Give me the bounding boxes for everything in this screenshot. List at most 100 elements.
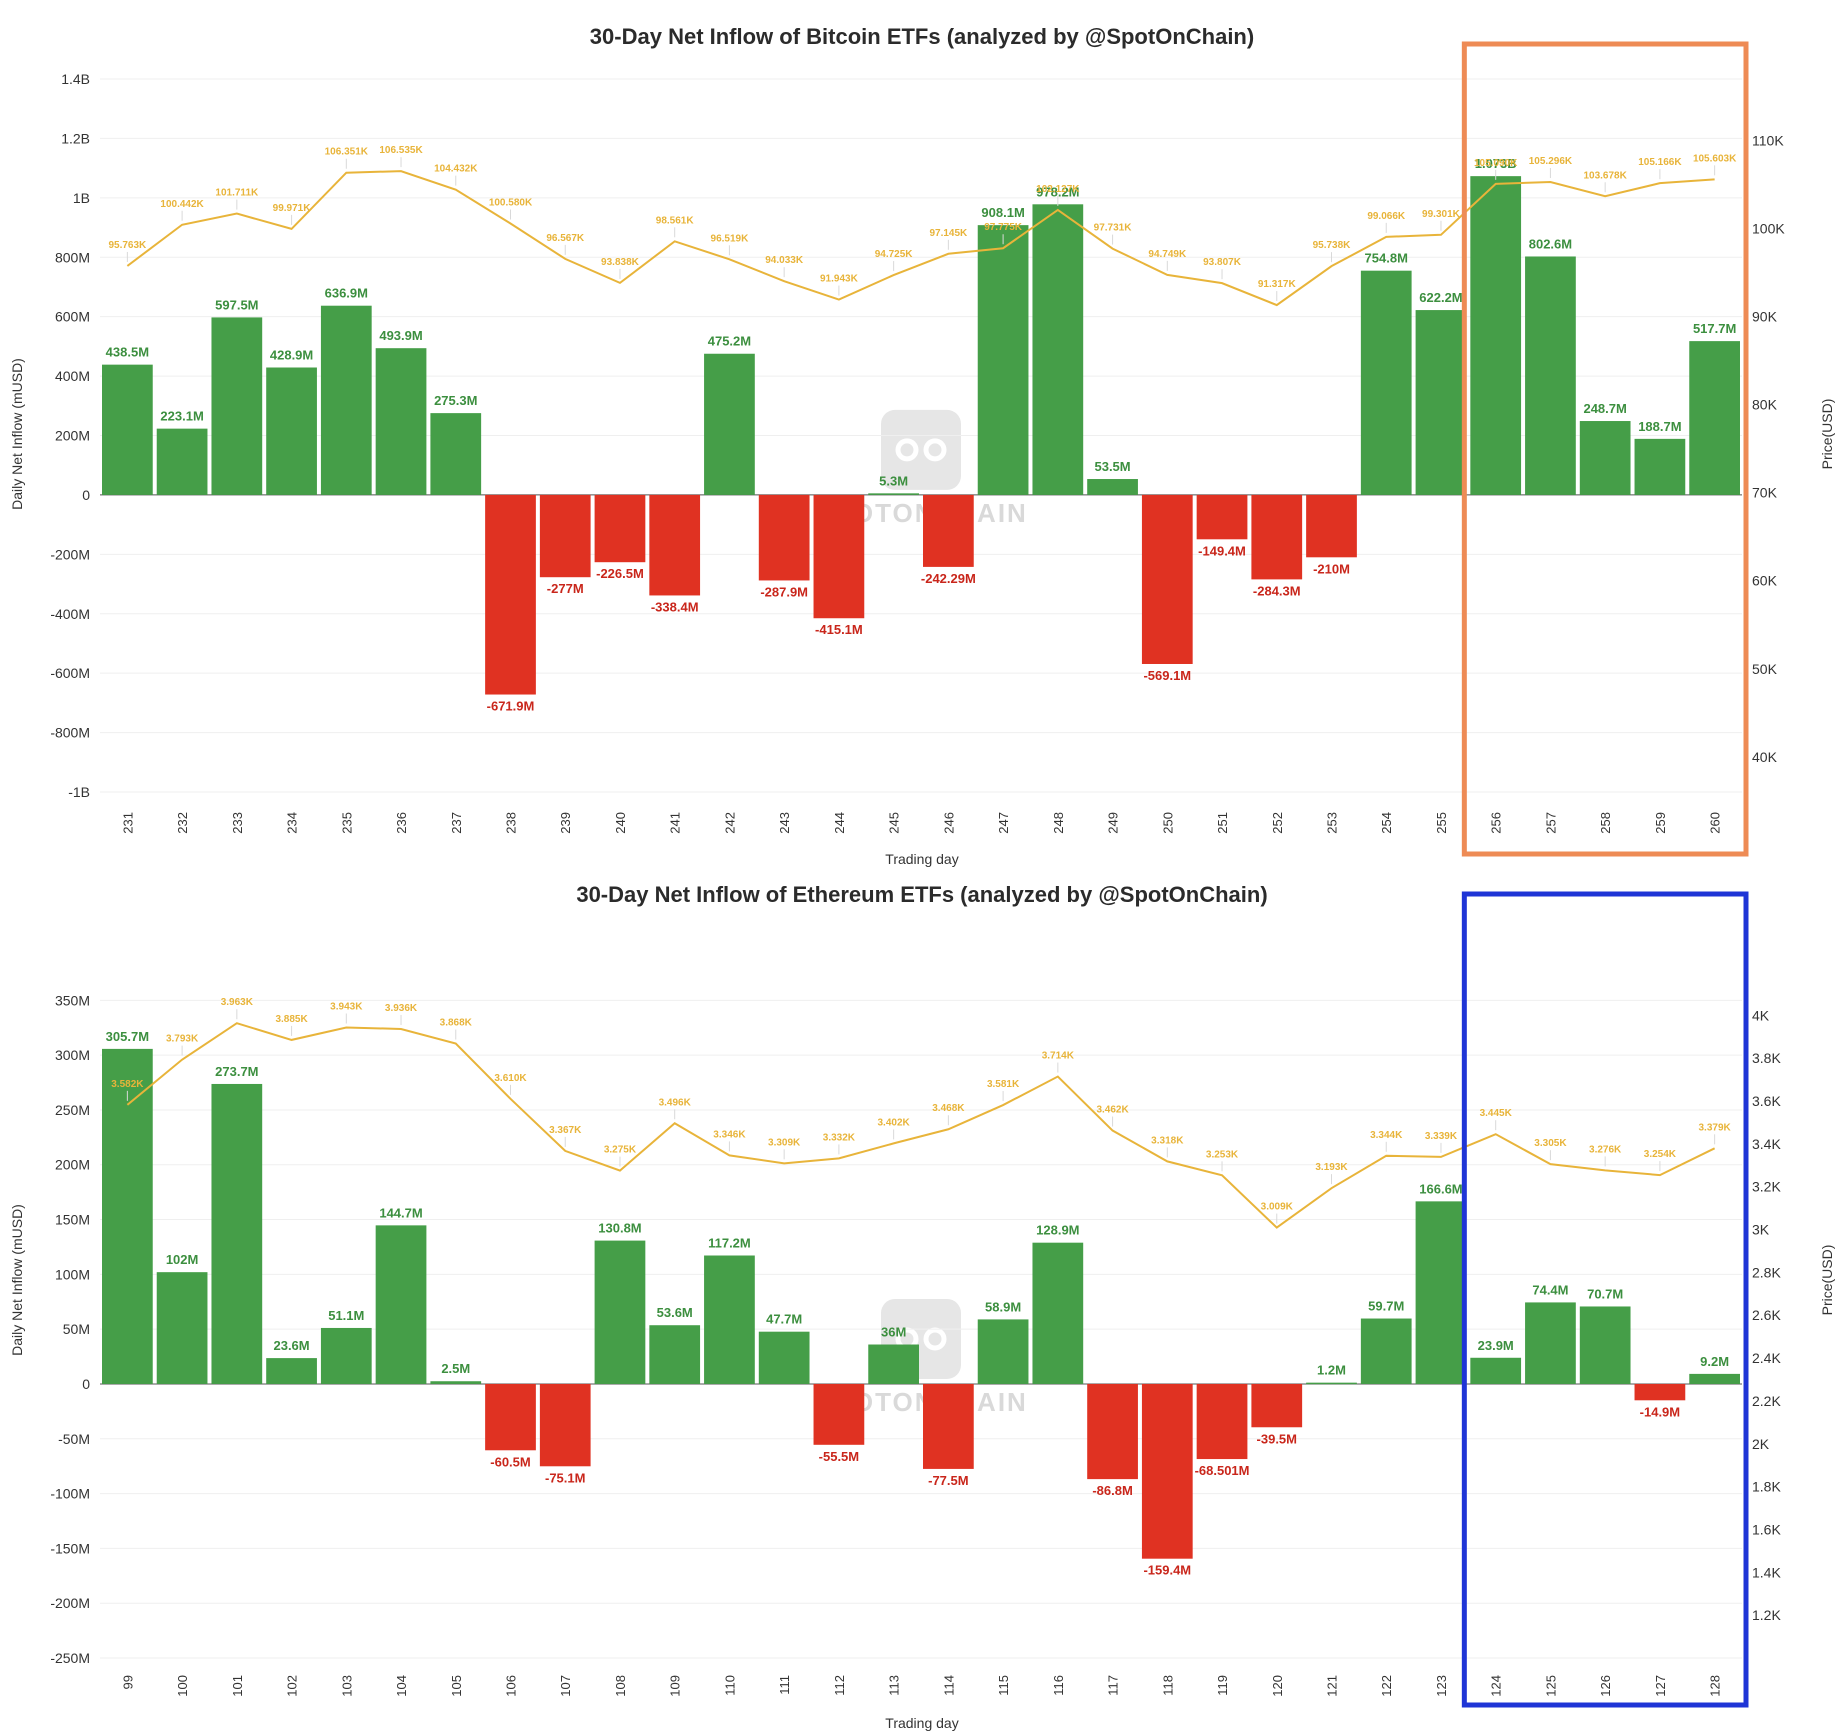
bar-243: [758, 494, 810, 581]
price-line: [126, 1009, 1716, 1229]
x-tick-label: 109: [668, 1675, 683, 1697]
x-tick-label: 100: [175, 1675, 190, 1697]
bar-252: [1251, 494, 1303, 580]
bar-value-label: 622.2M: [1419, 290, 1462, 305]
y2-tick-label: 2.8K: [1752, 1264, 1781, 1280]
price-value-label: 3.793K: [166, 1034, 199, 1045]
x-tick-label: 252: [1270, 812, 1285, 834]
y2-tick-label: 40K: [1752, 749, 1778, 765]
price-value-label: 3.346K: [713, 1129, 746, 1140]
y-tick-label: -200M: [50, 546, 90, 562]
price-value-label: 96.567K: [546, 233, 585, 244]
bar-238: [485, 494, 536, 695]
y-tick-label: -250M: [50, 1650, 90, 1666]
y-axis-ticks: 350M 300M 250M 200M 150M 100M 50M 0 -50M -100M -15…: [50, 992, 90, 1666]
x-tick-label: 110: [722, 1675, 737, 1696]
bar-239: [539, 494, 591, 578]
inflow-bars: [102, 176, 1740, 695]
x-tick-label: 103: [339, 1675, 354, 1697]
y-tick-label: 0: [82, 487, 90, 503]
price-value-label: 3.885K: [275, 1014, 308, 1025]
bar-109: [649, 1325, 701, 1384]
bar-value-label: -60.5M: [490, 1454, 530, 1469]
bar-value-label: 1.2M: [1317, 1363, 1346, 1378]
y-tick-label: -150M: [50, 1540, 90, 1556]
y2-tick-label: 2K: [1752, 1436, 1770, 1452]
x-tick-label: 253: [1325, 812, 1340, 834]
y-tick-label: 250M: [55, 1102, 90, 1118]
x-tick-label: 235: [339, 812, 354, 834]
price-value-label: 96.519K: [711, 233, 750, 244]
y-tick-label: 350M: [55, 992, 90, 1008]
price-value-label: 3.868K: [440, 1018, 473, 1029]
price-value-label: 104.432K: [434, 164, 478, 175]
bar-255: [1415, 310, 1467, 495]
y-tick-label: 200M: [55, 428, 90, 444]
price-value-label: 99.066K: [1367, 211, 1406, 222]
inflow-bars: [102, 1048, 1740, 1559]
watermark-eye-icon: [895, 438, 919, 462]
x-tick-label: 114: [941, 1675, 956, 1696]
inflow-bar-labels: 305.7M 102M 273.7M 23.6M 51.1M 144.7M 2.5M -60.…: [106, 1029, 1729, 1578]
price-value-label: 105.090K: [1474, 158, 1518, 169]
x-tick-label: 118: [1160, 1675, 1175, 1696]
bar-value-label: -287.9M: [760, 584, 808, 599]
bar-value-label: 53.6M: [657, 1305, 693, 1320]
x-tick-label: 248: [1051, 812, 1066, 834]
x-tick-label: 124: [1489, 1675, 1504, 1697]
x-axis-ticks: 231 232 233 234 235 236 237 238 239 240 241 242 243 2…: [120, 812, 1722, 834]
x-tick-label: 246: [941, 812, 956, 834]
price-value-label: 93.838K: [601, 257, 640, 268]
bar-value-label: 223.1M: [160, 409, 203, 424]
price-value-label: 98.561K: [656, 215, 695, 226]
price-value-label: 3.468K: [932, 1103, 965, 1114]
price-value-label: 3.253K: [1206, 1149, 1239, 1160]
bar-117: [1087, 1383, 1138, 1480]
bar-249: [1087, 479, 1138, 495]
bar-value-label: 275.3M: [434, 393, 477, 408]
x-axis-ticks: 99 100 101 102 103 104 105 106 107 108 109 110 111 11…: [120, 1675, 1722, 1697]
price-value-label: 106.351K: [325, 147, 369, 158]
y2-tick-label: 3.4K: [1752, 1136, 1781, 1152]
bar-231: [102, 364, 153, 495]
x-tick-label: 105: [449, 1675, 464, 1697]
y-tick-label: 400M: [55, 368, 90, 384]
bar-value-label: -284.3M: [1253, 583, 1301, 598]
y2-tick-label: 3.6K: [1752, 1093, 1781, 1109]
bar-value-label: 978.2M: [1036, 184, 1079, 199]
bar-value-label: 636.9M: [325, 286, 368, 301]
x-tick-label: 239: [558, 812, 573, 834]
price-labels: 3.582K 3.793K 3.963K 3.885K 3.943K 3.936K 3.86…: [111, 997, 1731, 1212]
price-value-label: 105.603K: [1693, 153, 1737, 164]
bar-251: [1196, 494, 1248, 540]
bar-value-label: 102M: [166, 1252, 199, 1267]
x-tick-label: 237: [449, 812, 464, 834]
gridlines: [100, 78, 1742, 793]
price-value-label: 3.009K: [1261, 1202, 1294, 1213]
price-value-label: 3.318K: [1151, 1135, 1184, 1146]
price-value-label: 3.402K: [878, 1117, 911, 1128]
y2-tick-label: 4K: [1752, 1007, 1770, 1023]
bar-value-label: 754.8M: [1365, 251, 1408, 266]
chart-title: 30-Day Net Inflow of Ethereum ETFs (anal…: [576, 882, 1267, 907]
x-tick-label: 244: [832, 812, 847, 834]
bar-value-label: 130.8M: [598, 1221, 641, 1236]
bar-value-label: 248.7M: [1583, 401, 1626, 416]
inflow-bar-labels: 438.5M 223.1M 597.5M 428.9M 636.9M 493.9M 275.…: [106, 156, 1737, 713]
y-tick-label: -800M: [50, 725, 90, 741]
y2-tick-label: 110K: [1752, 133, 1784, 149]
bar-124: [1470, 1357, 1522, 1384]
bar-257: [1525, 256, 1576, 495]
bar-value-label: 305.7M: [106, 1029, 149, 1044]
x-tick-label: 101: [230, 1675, 245, 1697]
bar-250: [1141, 494, 1193, 664]
x-tick-label: 241: [668, 812, 683, 834]
y2-tick-label: 2.4K: [1752, 1350, 1781, 1366]
bar-106: [485, 1383, 536, 1451]
bar-110: [704, 1255, 755, 1384]
bar-value-label: 9.2M: [1700, 1354, 1729, 1369]
y2-tick-label: 100K: [1752, 221, 1785, 237]
bar-value-label: 517.7M: [1693, 321, 1736, 336]
y-axis-label: Daily Net Inflow (mUSD): [9, 358, 25, 510]
price-value-label: 3.582K: [111, 1079, 144, 1090]
